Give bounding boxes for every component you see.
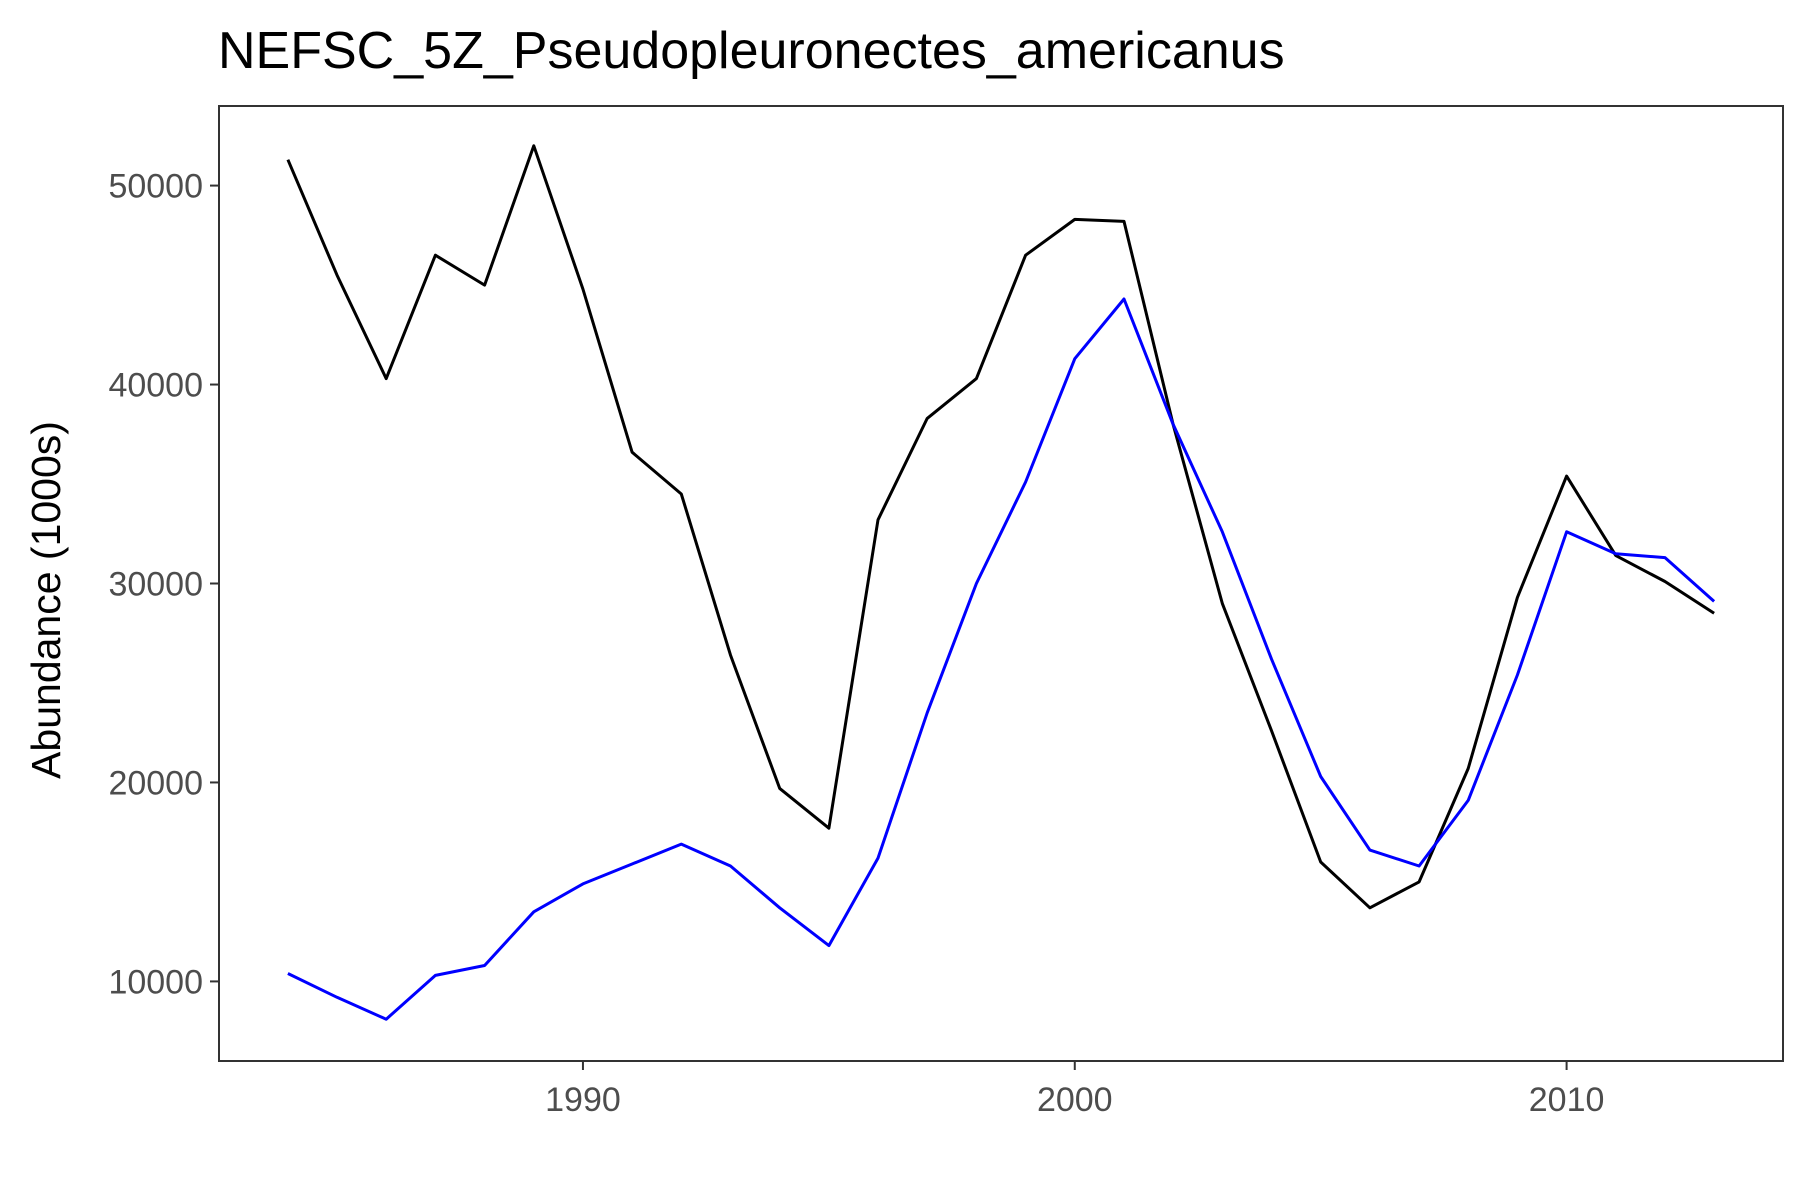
y-axis: 10000 20000 30000 40000 50000 (108, 168, 219, 1001)
y-tick-label: 20000 (108, 764, 203, 802)
series-line-blue (287, 297, 1716, 1021)
y-axis-title: Abundance (1000s) (23, 421, 69, 779)
y-tick-label: 40000 (108, 367, 203, 405)
y-tick-label: 10000 (108, 963, 203, 1001)
x-axis: 1990 2000 2010 (545, 1061, 1604, 1119)
x-tick-label: 2000 (1037, 1081, 1113, 1119)
x-tick-label: 1990 (545, 1081, 621, 1119)
y-tick-label: 50000 (108, 168, 203, 206)
series-line-black (286, 144, 1715, 910)
y-tick-label: 30000 (108, 566, 203, 604)
series-layer (286, 144, 1716, 1021)
chart-title: NEFSC_5Z_Pseudopleuronectes_americanus (218, 22, 1285, 80)
x-tick-label: 2010 (1529, 1081, 1605, 1119)
